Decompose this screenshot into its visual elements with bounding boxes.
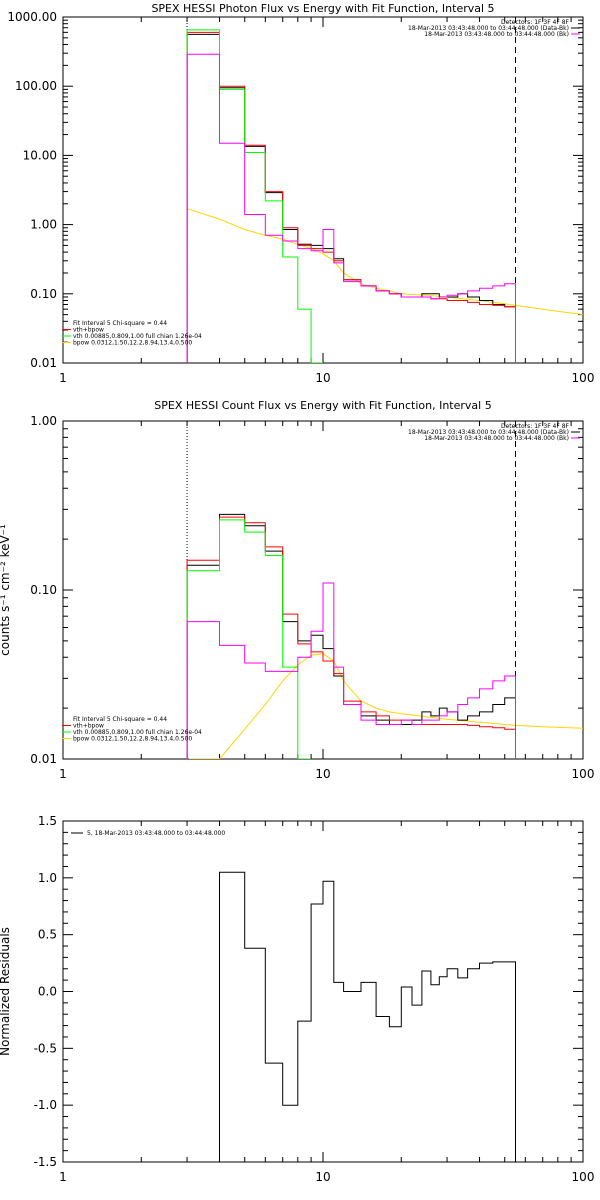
count-annotation-text: 18-Mar-2013 03:43:48.000 to 03:44:48.000…: [408, 429, 569, 436]
photon-ytick-label: 0.01: [30, 356, 57, 370]
count-annotation-text: Detectors: 1F 3F 4F 8F: [501, 423, 570, 430]
resid-panel: Normalized Residuals 1 10 100 -1.5 -1.0 -0.5 0.…: [0, 814, 594, 1184]
count-xtick-label: 100: [572, 767, 595, 781]
resid-ytick-label: -0.5: [34, 1041, 57, 1055]
count-legend-text: vth+bpow: [73, 723, 104, 730]
resid-xtick-label: 1: [59, 1170, 67, 1184]
count-panel: SPEX HESSI Count Flux vs Energy with Fit…: [0, 399, 594, 781]
resid-series-resid: [187, 871, 516, 1162]
photon-annotation-text: 18-Mar-2013 03:43:48.000 to 03:44:48.000…: [408, 25, 569, 32]
resid-ytick-label: 0.0: [38, 985, 57, 999]
photon-legend-text: vth 0.00885,0.809,1.00 full chian 1.26e-…: [73, 333, 202, 340]
photon-frame: [62, 16, 584, 364]
resid-ytick-label: 1.5: [38, 814, 57, 828]
count-legend-text: bpow 0.0312,1.50,12.2,8.94,13.4,0.500: [73, 736, 192, 743]
photon-legend: Fit Interval 5 Chi-square = 0.44vth+bpow…: [62, 320, 202, 347]
photon-ytick-label: 1000.00: [7, 10, 57, 24]
count-xtick-label: 1: [59, 767, 67, 781]
count-ytick-label: 1.00: [30, 414, 57, 428]
resid-ytick-label: -1.0: [34, 1098, 57, 1112]
count-title: SPEX HESSI Count Flux vs Energy with Fit…: [154, 399, 491, 412]
resid-ytick-label: -1.5: [34, 1155, 57, 1169]
photon-panel: SPEX HESSI Photon Flux vs Energy with Fi…: [7, 2, 594, 385]
count-legend: Fit Interval 5 Chi-square = 0.44vth+bpow…: [62, 716, 202, 743]
photon-series-bpow: [186, 208, 583, 316]
photon-xtick-label: 10: [315, 371, 330, 385]
count-series-bk: [186, 582, 516, 759]
count-ytick-label: 0.10: [30, 583, 57, 597]
count-series-vth: [186, 519, 312, 759]
resid-xtick-label: 100: [572, 1170, 595, 1184]
photon-series-total: [186, 31, 516, 363]
count-legend-text: Fit Interval 5 Chi-square = 0.44: [73, 716, 167, 723]
photon-ytick-label: 10.00: [23, 148, 57, 162]
count-xtick-label: 10: [315, 767, 330, 781]
count-legend-text: vth 0.00885,0.809,1.00 full chian 1.26e-…: [73, 729, 202, 736]
count-ylabel: counts s⁻¹ cm⁻² keV⁻¹: [0, 524, 12, 656]
count-plot-area: [186, 421, 583, 759]
resid-legend-text: 5, 18-Mar-2013 03:43:48.000 to 03:44:48.…: [87, 830, 225, 837]
photon-series-bk: [186, 53, 516, 363]
count-series-bpow: [188, 653, 583, 759]
resid-ylabel: Normalized Residuals: [0, 927, 12, 1056]
photon-plot-area: [186, 17, 583, 363]
resid-plot-area: [187, 871, 516, 1162]
photon-xtick-label: 100: [572, 371, 595, 385]
resid-ytick-label: 0.5: [38, 928, 57, 942]
photon-legend-text: Fit Interval 5 Chi-square = 0.44: [73, 320, 167, 327]
resid-frame: [62, 820, 584, 1163]
photon-ytick-label: 1.00: [30, 218, 57, 232]
photon-title: SPEX HESSI Photon Flux vs Energy with Fi…: [151, 2, 494, 15]
photon-legend-text: bpow 0.0312,1.50,12.2,8.94,13.4,0.500: [73, 340, 192, 347]
photon-annotation-text: Detectors: 1F 3F 4F 8F: [501, 19, 570, 26]
photon-annotation-text: 18-Mar-2013 03:43:48.000 to 03:44:48.000…: [424, 31, 569, 38]
resid-ytick-label: 1.0: [38, 871, 57, 885]
resid-xtick-label: 10: [315, 1170, 330, 1184]
photon-ytick-label: 100.00: [15, 79, 57, 93]
photon-series-vth: [186, 29, 323, 363]
count-series-data: [186, 513, 516, 759]
photon-legend-text: vth+bpow: [73, 327, 104, 334]
count-ytick-label: 0.01: [30, 752, 57, 766]
photon-series-data: [186, 33, 516, 363]
resid-legend: 5, 18-Mar-2013 03:43:48.000 to 03:44:48.…: [71, 830, 225, 837]
count-annotation-text: 18-Mar-2013 03:43:48.000 to 03:44:48.000…: [424, 435, 569, 442]
count-series-total: [186, 516, 516, 759]
photon-ytick-label: 0.10: [30, 287, 57, 301]
photon-xtick-label: 1: [59, 371, 67, 385]
